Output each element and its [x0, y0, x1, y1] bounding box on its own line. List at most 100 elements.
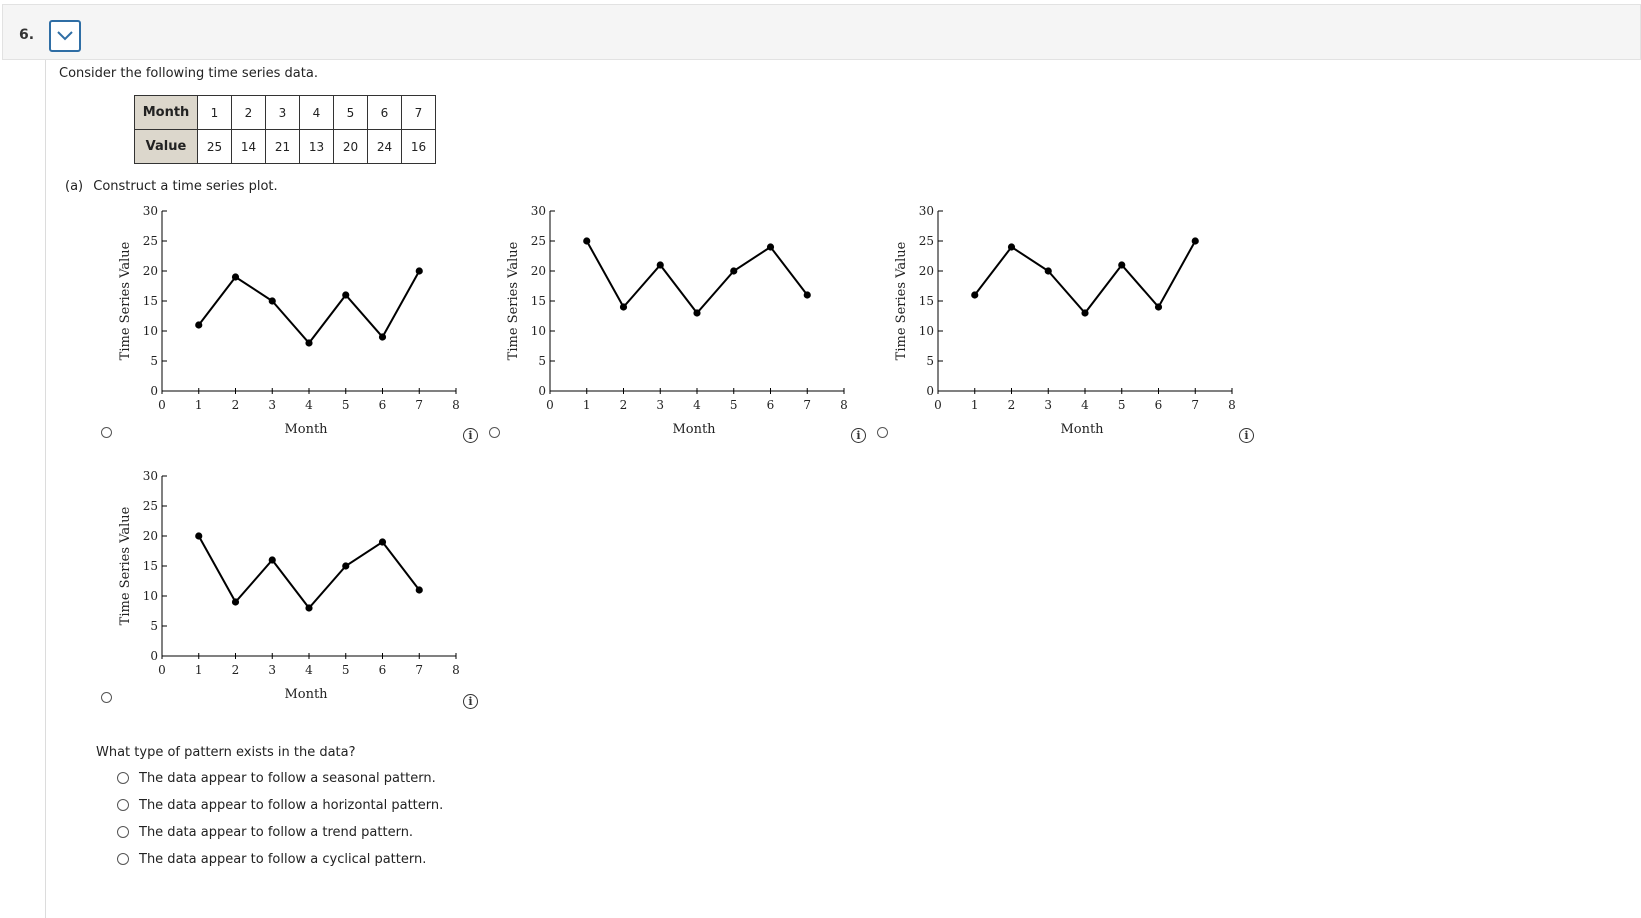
plot-option-3-radio[interactable] [877, 427, 888, 438]
y-tick-label: 25 [919, 234, 934, 248]
time-series-plot-option-3: 0 1 2 3 4 5 6 7 8 0 5 10 15 20 25 30 Month Time Series Va… [894, 204, 1236, 437]
y-tick-label: 15 [143, 294, 158, 308]
y-tick-label: 15 [919, 294, 934, 308]
pattern-option-cyclical[interactable]: The data appear to follow a cyclical pat… [117, 852, 426, 868]
option-label: The data appear to follow a trend patter… [139, 825, 414, 840]
table-cell: 13 [299, 129, 334, 164]
series-line [973, 240, 1197, 315]
x-tick-label: 7 [415, 663, 423, 677]
table-cell: 24 [367, 129, 402, 164]
pattern-option-horizontal[interactable]: The data appear to follow a horizontal p… [117, 798, 443, 814]
table-cell: 21 [265, 129, 300, 164]
x-tick-label: 3 [1044, 398, 1052, 412]
y-tick-label: 10 [919, 324, 934, 338]
x-tick-label: 1 [583, 398, 591, 412]
table-cell: 20 [333, 129, 368, 164]
table-row-month: Month 1 2 3 4 5 6 7 [134, 95, 436, 130]
x-tick-label: 0 [934, 398, 942, 412]
x-axis-label: Month [284, 687, 328, 702]
part-a-text: Construct a time series plot. [93, 179, 278, 194]
option-label: The data appear to follow a cyclical pat… [139, 852, 427, 867]
x-tick-label: 6 [379, 663, 387, 677]
data-point [268, 556, 276, 564]
y-tick-label: 15 [531, 294, 546, 308]
table-cell: 2 [231, 95, 266, 130]
y-axis-label: Time Series Value [118, 506, 133, 625]
x-tick-label: 8 [452, 398, 460, 412]
x-tick-label: 4 [305, 398, 313, 412]
y-tick-label: 30 [143, 204, 158, 218]
x-tick-label: 6 [379, 398, 387, 412]
data-point [1191, 237, 1199, 245]
data-point [803, 291, 811, 299]
y-tick-label: 30 [919, 204, 934, 218]
y-tick-label: 0 [150, 649, 158, 663]
collapse-toggle-button[interactable] [49, 20, 81, 52]
question-number: 6. [19, 27, 35, 43]
option-label: The data appear to follow a seasonal pat… [139, 771, 436, 786]
content-border [45, 60, 46, 918]
data-point [268, 297, 276, 305]
x-tick-label: 4 [305, 663, 313, 677]
plot-option-2-radio[interactable] [489, 427, 500, 438]
time-series-plot-option-2: 0 1 2 3 4 5 6 7 8 0 5 10 15 20 25 30 Month Time Series Va… [506, 204, 848, 437]
option-label: The data appear to follow a horizontal p… [139, 798, 444, 813]
series-line [197, 270, 421, 345]
x-tick-label: 4 [1081, 398, 1089, 412]
data-point [305, 604, 313, 612]
x-tick-label: 2 [232, 663, 240, 677]
data-point [730, 267, 738, 275]
y-tick-label: 10 [143, 589, 158, 603]
y-axis-label: Time Series Value [506, 241, 521, 360]
row-label-value: Value [134, 129, 198, 164]
x-tick-label: 1 [195, 398, 203, 412]
info-icon[interactable]: i [463, 428, 478, 443]
info-icon[interactable]: i [851, 428, 866, 443]
table-cell: 1 [197, 95, 232, 130]
y-axis-label: Time Series Value [118, 241, 133, 360]
time-series-plot-option-1: 0 1 2 3 4 5 6 7 8 0 5 10 15 20 25 30 Month Time Series Va… [118, 204, 460, 437]
y-tick-label: 10 [531, 324, 546, 338]
y-tick-label: 5 [150, 619, 158, 633]
table-cell: 4 [299, 95, 334, 130]
x-tick-label: 1 [971, 398, 979, 412]
x-tick-label: 3 [268, 398, 276, 412]
x-tick-label: 3 [268, 663, 276, 677]
pattern-radio[interactable] [117, 852, 129, 865]
y-tick-label: 20 [143, 264, 158, 278]
y-tick-label: 30 [143, 469, 158, 483]
plot-option-4-radio[interactable] [101, 692, 112, 703]
series-line [197, 535, 421, 610]
data-point [231, 598, 240, 606]
info-icon[interactable]: i [1239, 428, 1254, 443]
y-tick-label: 20 [919, 264, 934, 278]
x-tick-label: 7 [1191, 398, 1199, 412]
y-tick-label: 20 [143, 529, 158, 543]
data-point [231, 273, 240, 281]
row-label-month: Month [134, 95, 198, 130]
info-icon[interactable]: i [463, 694, 478, 709]
x-tick-label: 6 [1155, 398, 1163, 412]
x-axis-label: Month [1060, 422, 1104, 437]
pattern-radio[interactable] [117, 798, 129, 811]
table-cell: 3 [265, 95, 300, 130]
part-a-label: (a) [65, 179, 84, 194]
y-tick-label: 0 [150, 384, 158, 398]
y-tick-label: 20 [531, 264, 546, 278]
pattern-option-trend[interactable]: The data appear to follow a trend patter… [117, 825, 413, 841]
data-point [415, 586, 423, 594]
y-tick-label: 0 [538, 384, 546, 398]
table-cell: 16 [401, 129, 436, 164]
part-a-prompt: (a) Construct a time series plot. [65, 179, 278, 194]
x-tick-label: 1 [195, 663, 203, 677]
plot-option-1-radio[interactable] [101, 427, 112, 438]
time-series-table: Month 1 2 3 4 5 6 7 Value 25 14 21 13 20… [134, 95, 436, 164]
x-tick-label: 3 [656, 398, 664, 412]
pattern-radio[interactable] [117, 825, 129, 838]
data-point [656, 261, 664, 269]
pattern-radio[interactable] [117, 771, 129, 784]
pattern-option-seasonal[interactable]: The data appear to follow a seasonal pat… [117, 771, 436, 787]
data-point [619, 303, 628, 311]
question-prompt: Consider the following time series data. [59, 66, 318, 81]
y-tick-label: 5 [538, 354, 546, 368]
